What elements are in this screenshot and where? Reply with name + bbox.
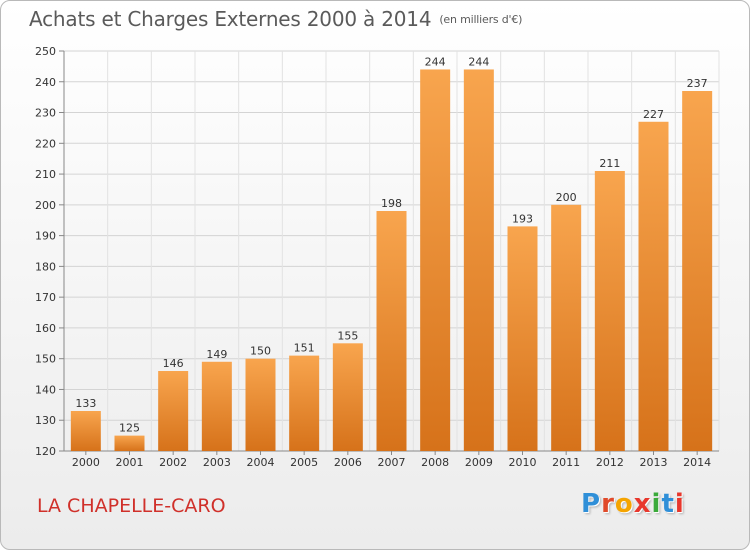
y-tick-label: 120 <box>35 445 56 458</box>
y-tick-label: 180 <box>35 260 56 273</box>
logo-letter: o <box>614 489 634 519</box>
x-tick-label: 2003 <box>203 456 231 469</box>
y-tick-label: 230 <box>35 107 56 120</box>
y-tick-label: 190 <box>35 230 56 243</box>
x-tick-label: 2010 <box>509 456 537 469</box>
bar <box>463 69 494 451</box>
logo-letter: i <box>674 489 685 519</box>
x-tick-label: 2009 <box>465 456 493 469</box>
x-tick-label: 2005 <box>290 456 318 469</box>
x-tick-label: 2008 <box>421 456 449 469</box>
data-label: 244 <box>468 55 489 68</box>
bar <box>682 91 713 451</box>
chart-title-text: Achats et Charges Externes 2000 à 2014 <box>29 7 432 31</box>
chart-title: Achats et Charges Externes 2000 à 2014 (e… <box>29 7 522 31</box>
logo-letter: t <box>661 489 675 519</box>
y-tick-label: 170 <box>35 291 56 304</box>
y-tick-label: 220 <box>35 137 56 150</box>
data-label: 193 <box>512 212 533 225</box>
data-label: 125 <box>119 422 140 435</box>
y-tick-label: 210 <box>35 168 56 181</box>
chart-subtitle: (en milliers d'€) <box>439 13 523 26</box>
data-label: 151 <box>294 342 315 355</box>
data-label: 146 <box>163 357 184 370</box>
x-tick-label: 2000 <box>72 456 100 469</box>
data-label: 200 <box>556 191 577 204</box>
bar <box>420 69 451 451</box>
bar <box>245 358 276 451</box>
x-tick-label: 2012 <box>596 456 624 469</box>
data-label: 244 <box>425 55 446 68</box>
data-label: 133 <box>75 397 96 410</box>
proxiti-logo: Proxiti <box>581 489 685 519</box>
logo-letter: P <box>581 489 602 519</box>
logo-letter: r <box>601 489 615 519</box>
data-label: 150 <box>250 345 271 358</box>
x-tick-label: 2014 <box>683 456 711 469</box>
logo-letter: i <box>651 489 662 519</box>
bar <box>507 226 538 451</box>
bar <box>594 171 625 451</box>
bar <box>201 361 232 451</box>
x-tick-label: 2011 <box>552 456 580 469</box>
y-tick-label: 130 <box>35 414 56 427</box>
logo-letter: x <box>633 489 652 519</box>
x-tick-label: 2007 <box>378 456 406 469</box>
x-tick-label: 2002 <box>159 456 187 469</box>
bar <box>70 411 101 451</box>
y-tick-label: 200 <box>35 199 56 212</box>
bar <box>289 355 320 451</box>
place-name: LA CHAPELLE-CARO <box>37 495 226 517</box>
y-tick-label: 150 <box>35 353 56 366</box>
y-tick-label: 140 <box>35 383 56 396</box>
bar <box>551 204 582 451</box>
y-tick-label: 240 <box>35 76 56 89</box>
bar <box>332 343 363 451</box>
bar <box>158 371 189 451</box>
x-tick-label: 2001 <box>116 456 144 469</box>
data-label: 149 <box>206 348 227 361</box>
x-tick-label: 2004 <box>247 456 275 469</box>
data-label: 198 <box>381 197 402 210</box>
x-tick-label: 2006 <box>334 456 362 469</box>
data-label: 211 <box>599 157 620 170</box>
bar <box>114 435 145 451</box>
y-tick-label: 160 <box>35 322 56 335</box>
bars <box>70 69 713 452</box>
bar <box>376 211 407 451</box>
y-tick-label: 250 <box>35 45 56 58</box>
bar <box>638 121 669 452</box>
x-tick-label: 2013 <box>640 456 668 469</box>
data-label: 155 <box>337 329 358 342</box>
data-label: 227 <box>643 108 664 121</box>
labels: 120 130 140 150 160 170 180 190 200 210 220 230 240 2… <box>35 45 711 469</box>
data-label: 237 <box>687 77 708 90</box>
